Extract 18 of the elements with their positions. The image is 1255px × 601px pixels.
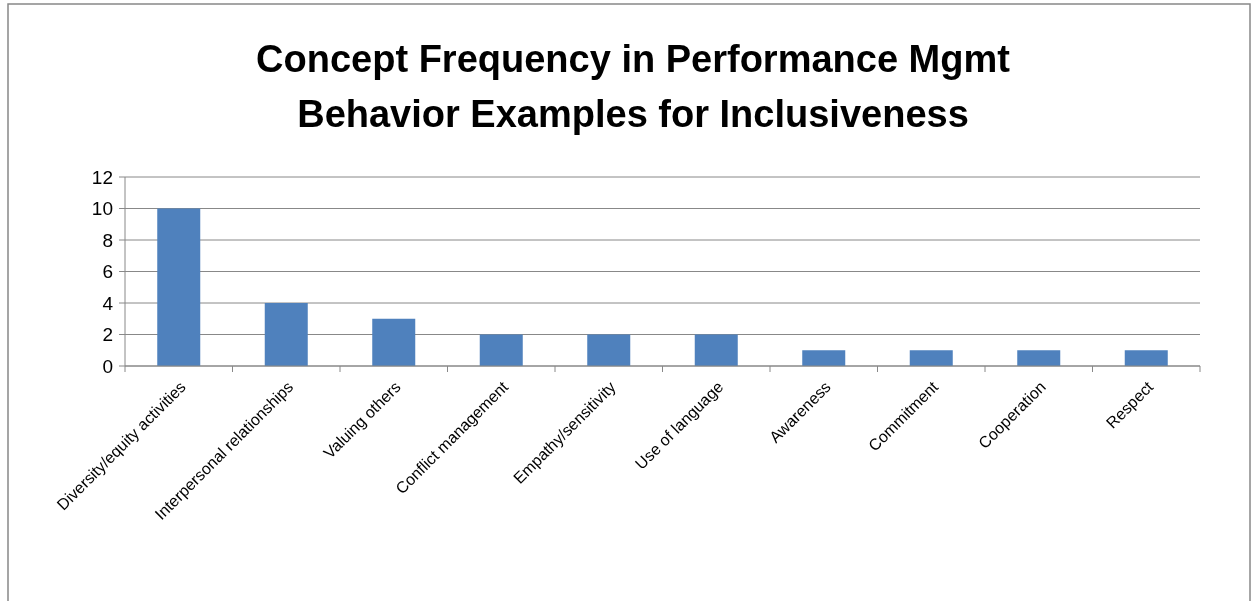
bar [694,334,738,366]
bar [157,208,201,366]
y-tick-label: 2 [102,324,113,346]
bar [1124,350,1168,366]
y-tick-label: 6 [102,261,113,283]
bar [372,318,416,366]
bar [479,334,523,366]
bar [909,350,953,366]
y-tick-label: 12 [91,166,113,188]
bar [264,303,308,366]
y-tick-label: 10 [91,198,113,220]
y-tick-label: 4 [102,292,114,314]
bar [587,334,631,366]
y-tick-label: 0 [102,355,113,377]
chart-title: Concept Frequency in Performance Mgmt Behavior Examples for Inclusiveness [256,38,1011,135]
bar [1017,350,1061,366]
bar [802,350,846,366]
y-tick-label: 8 [102,229,113,251]
